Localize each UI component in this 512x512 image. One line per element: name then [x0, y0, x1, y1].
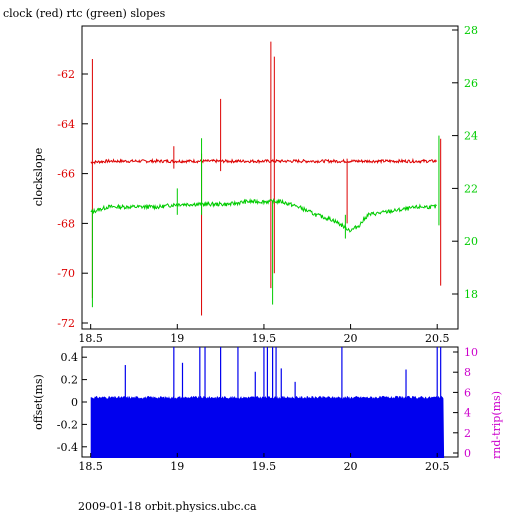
upper-y2-tick-label: 18: [464, 288, 478, 301]
lower-x-tick-label: 18.5: [78, 460, 103, 473]
upper-y2-tick-label: 26: [464, 77, 478, 90]
upper-series: [90, 41, 442, 316]
upper-x-tick-label: 20.5: [425, 332, 450, 345]
lower-y-axis-right: 10 8 6 4 2 0: [453, 346, 478, 460]
footer-text: 2009-01-18 orbit.physics.ubc.ca: [78, 500, 257, 512]
upper-y-axis-right: 18 20 22 24 26 28: [452, 24, 478, 301]
upper-y-tick-label: -68: [57, 217, 75, 230]
lower-y-axis-left: 0.4 0.2 0 -0.2 -0.4: [57, 351, 87, 454]
upper-y-axis-left: -62 -64 -66 -68 -70 -72: [57, 68, 88, 330]
lower-panel: 18.5 19 19.5 20 20.5 0.40.20-0.2-0.4 1086420…: [32, 346, 503, 473]
upper-x-tick-label: 19: [170, 332, 184, 345]
upper-y2-tick-label: 24: [464, 130, 478, 143]
lower-y-tick-label: -0.4: [57, 441, 78, 454]
lower-y-tick-label: -0.2: [57, 418, 78, 431]
lower-y2-tick-label: 8: [464, 366, 471, 379]
upper-x-tick-label: 19.5: [252, 332, 277, 345]
upper-y-tick-label: -66: [57, 168, 75, 181]
rtc-series-line: [90, 197, 437, 233]
upper-y-tick-label: -70: [57, 267, 75, 280]
lower-x-tick-label: 19: [170, 460, 184, 473]
lower-x-tick-label: 20: [344, 460, 358, 473]
lower-y2-tick-label: 0: [464, 447, 471, 460]
upper-x-tick-label: 18.5: [78, 332, 103, 345]
lower-y-tick-label: 0.2: [61, 374, 79, 387]
clock-series-line: [90, 157, 437, 165]
lower-y-tick-label: 0.4: [61, 351, 79, 364]
upper-panel-frame: [81, 25, 459, 330]
lower-x-axis: 18.5 19 19.5 20 20.5: [78, 453, 449, 473]
upper-panel: 18.5 19 19.5 20 20.5 -62 -64 -66 -68 -70 -72 18 20…: [32, 24, 478, 345]
chart-title: clock (red) rtc (green) slopes: [3, 7, 166, 20]
upper-x-axis: 18.5 19 19.5 20 20.5: [78, 324, 449, 345]
lower-y-axis-title: offset(ms): [32, 374, 45, 430]
lower-y2-axis-title: rnd-trip(ms): [490, 391, 503, 459]
lower-y2-tick-label: 4: [464, 407, 471, 420]
lower-x-tick-label: 19.5: [252, 460, 277, 473]
lower-y2-tick-label: 2: [464, 427, 471, 440]
upper-y2-tick-label: 20: [464, 235, 478, 248]
lower-series: [90, 347, 445, 458]
upper-y-tick-label: -72: [57, 317, 75, 330]
upper-y-axis-title: clockslope: [32, 148, 45, 206]
offset-series-band: [90, 395, 445, 458]
lower-y-tick-label: 0: [71, 396, 78, 409]
lower-x-tick-label: 20.5: [425, 460, 450, 473]
upper-y-tick-label: -62: [57, 68, 75, 81]
upper-y2-tick-label: 28: [464, 24, 478, 37]
upper-y2-tick-label: 22: [464, 182, 478, 195]
upper-y-tick-label: -64: [57, 118, 75, 131]
lower-y2-tick-label: 6: [464, 386, 471, 399]
lower-y2-tick-label: 10: [464, 346, 478, 359]
upper-x-tick-label: 20: [344, 332, 358, 345]
